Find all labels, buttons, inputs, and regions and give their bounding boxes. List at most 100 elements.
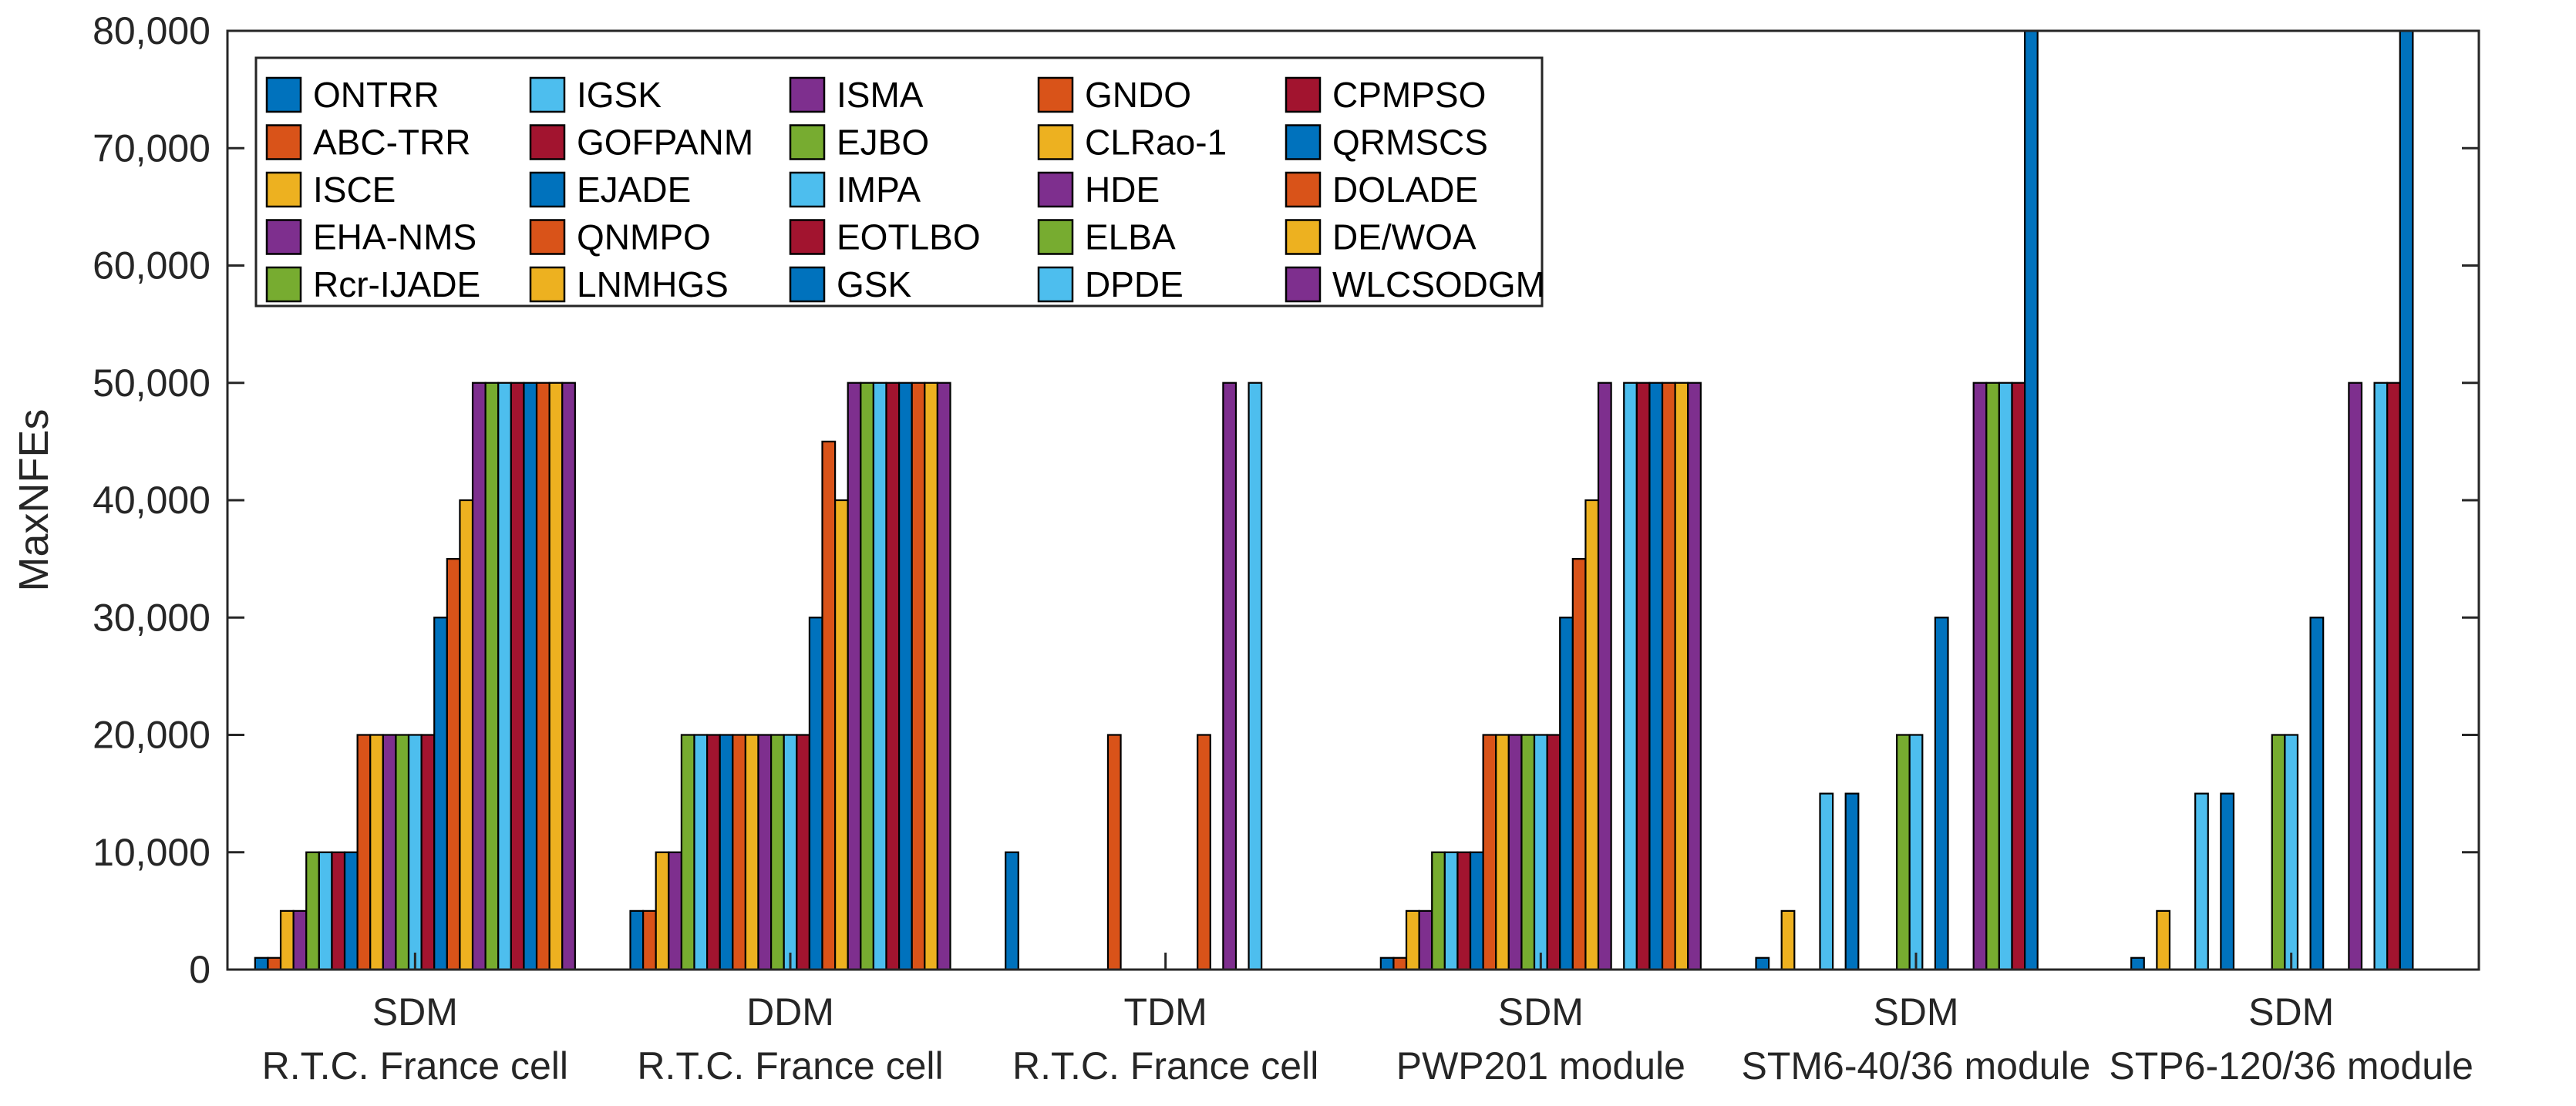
bar-rcr-ijade-2	[680, 734, 695, 971]
bar-eha-nms-4	[1418, 909, 1433, 971]
y-tick-label: 80,000	[93, 9, 210, 52]
bar-lnmhgs-2	[744, 734, 759, 971]
legend-label-wlcsodgm: WLCSODGM	[1332, 264, 1545, 304]
bar-dpde-1	[497, 382, 512, 971]
bar-isma-2	[757, 734, 773, 971]
bar-clrao-1-2	[833, 499, 849, 971]
legend-swatch-clrao-1	[1037, 124, 1074, 160]
y-tick-label: 10,000	[93, 831, 210, 874]
legend-label-lnmhgs: LNMHGS	[577, 264, 729, 304]
bar-gofpanm-2	[705, 734, 721, 971]
x-tick-label-line1: SDM	[1873, 990, 1958, 1034]
legend-swatch-gndo	[1037, 76, 1074, 113]
bar-dolade-4	[1661, 382, 1676, 971]
legend-swatch-dpde	[1037, 266, 1074, 303]
bar-elba-1	[484, 382, 500, 971]
bar-ejbo-5	[1896, 734, 1911, 971]
legend-swatch-isce	[265, 171, 302, 208]
legend-swatch-ejbo	[789, 124, 826, 160]
bar-eotlbo-1	[420, 734, 436, 971]
legend-label-clrao-1: CLRao-1	[1085, 123, 1227, 163]
bar-impa-6	[2284, 734, 2299, 971]
bar-hde-2	[847, 382, 862, 971]
bar-de-woa-4	[1674, 382, 1689, 971]
bar-qrmscs-5	[2024, 29, 2039, 971]
legend-label-ejbo: EJBO	[837, 123, 929, 163]
bar-cpmpso-1	[510, 382, 525, 971]
bar-impa-2	[783, 734, 798, 971]
bar-lnmhgs-1	[369, 734, 384, 971]
bar-ejade-2	[719, 734, 734, 971]
bar-dpde-6	[2373, 382, 2389, 971]
bar-qnmpo-3	[1106, 734, 1122, 971]
bar-lnmhgs-4	[1495, 734, 1510, 971]
bar-isma-1	[382, 734, 397, 971]
bar-gndo-2	[821, 440, 837, 971]
bar-igsk-2	[693, 734, 709, 971]
x-tick-label-line2: STM6-40/36 module	[1741, 1044, 2090, 1088]
legend-swatch-hde	[1037, 171, 1074, 208]
bar-igsk-5	[1819, 792, 1834, 971]
bar-clrao-1-4	[1584, 499, 1600, 971]
legend-label-ejade: EJADE	[577, 170, 691, 210]
bar-impa-1	[407, 734, 423, 971]
y-tick-label: 40,000	[93, 479, 210, 522]
bar-ejade-5	[1844, 792, 1860, 971]
bar-ontrr-3	[1005, 851, 1019, 971]
x-tick-label-line1: TDM	[1124, 990, 1207, 1034]
legend-label-elba: ELBA	[1085, 217, 1176, 257]
bar-wlcsodgm-4	[1687, 382, 1702, 971]
bar-qnmpo-2	[732, 734, 746, 971]
bar-hde-5	[1972, 382, 1988, 971]
legend-swatch-abc-trr	[265, 124, 302, 160]
bar-ejade-6	[2220, 792, 2235, 971]
bar-gndo-4	[1571, 558, 1587, 971]
bar-ejade-4	[1469, 851, 1484, 971]
x-tick-label-line1: SDM	[1498, 990, 1584, 1034]
legend-swatch-elba	[1037, 219, 1074, 255]
bar-hde-6	[2348, 382, 2363, 971]
legend-label-qnmpo: QNMPO	[577, 217, 711, 257]
bar-abc-trr-2	[641, 909, 657, 971]
bar-igsk-6	[2194, 792, 2209, 971]
x-tick-label-line2: PWP201 module	[1396, 1044, 1685, 1088]
bar-dpde-3	[1248, 382, 1263, 971]
x-tick-label-line1: SDM	[2248, 990, 2334, 1034]
bar-de-woa-1	[548, 382, 564, 971]
bar-qrmscs-6	[2399, 29, 2414, 971]
bar-cpmpso-2	[885, 382, 901, 971]
legend-label-dolade: DOLADE	[1332, 170, 1478, 210]
legend-label-gofpanm: GOFPANM	[577, 123, 753, 163]
bar-ontrr-1	[254, 956, 269, 971]
legend-label-gsk: GSK	[837, 264, 911, 304]
legend-swatch-qnmpo	[529, 219, 566, 255]
bar-wlcsodgm-1	[561, 382, 576, 971]
legend-swatch-eha-nms	[265, 219, 302, 255]
legend-label-abc-trr: ABC-TRR	[313, 123, 470, 163]
legend: ONTRR ABC-TRR ISCE EHA-NMS Rcr-IJADE IGSK GOFP…	[254, 56, 1545, 308]
legend-label-rcr-ijade: Rcr-IJADE	[313, 264, 480, 304]
bar-gsk-5	[1934, 617, 1949, 971]
bar-isce-6	[2156, 909, 2171, 971]
bar-isce-4	[1405, 909, 1420, 971]
bar-eotlbo-2	[796, 734, 811, 971]
bar-abc-trr-1	[267, 956, 282, 971]
y-tick-label: 30,000	[93, 596, 210, 639]
legend-label-de-woa: DE/WOA	[1332, 217, 1477, 257]
legend-swatch-dolade	[1285, 171, 1322, 208]
bar-qrmscs-1	[523, 382, 538, 971]
bar-qnmpo-4	[1482, 734, 1497, 971]
bar-dpde-5	[1998, 382, 2013, 971]
legend-swatch-de-woa	[1285, 219, 1322, 255]
bar-eotlbo-4	[1546, 734, 1561, 971]
legend-swatch-impa	[789, 171, 826, 208]
legend-swatch-rcr-ijade	[265, 266, 302, 303]
legend-label-cpmpso: CPMPSO	[1332, 75, 1486, 115]
x-tick-label-line2: R.T.C. France cell	[1012, 1044, 1318, 1088]
bar-ontrr-4	[1379, 956, 1395, 971]
bar-ontrr-5	[1755, 956, 1770, 971]
legend-swatch-isma	[789, 76, 826, 113]
bar-eha-nms-1	[292, 909, 308, 971]
bar-isma-4	[1507, 734, 1523, 971]
